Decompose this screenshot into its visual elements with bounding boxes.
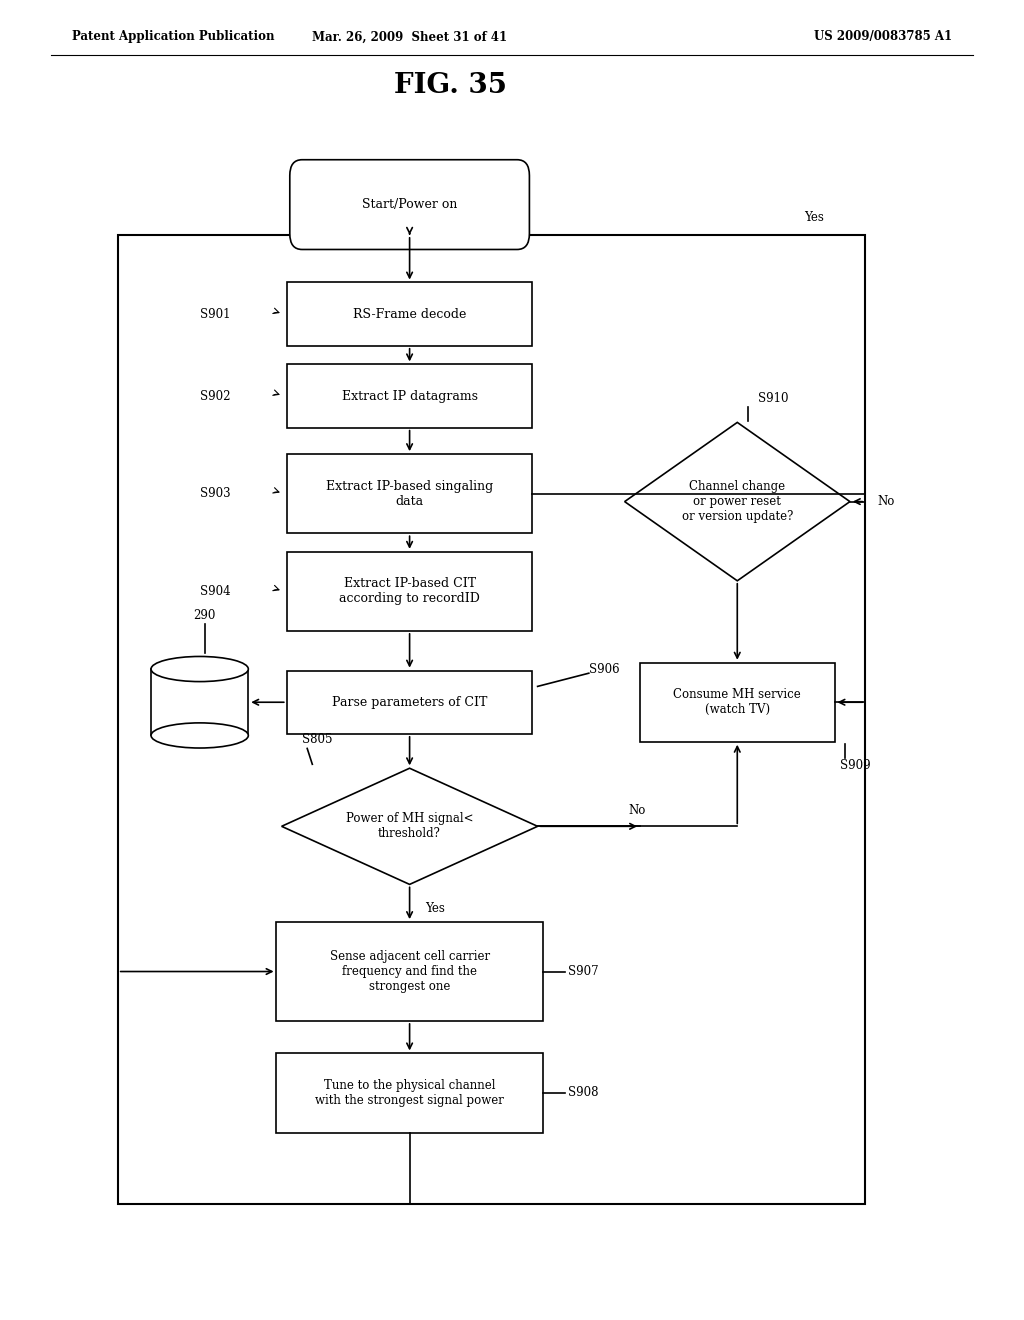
Polygon shape [152, 669, 248, 735]
FancyBboxPatch shape [287, 671, 532, 734]
Text: Extract IP datagrams: Extract IP datagrams [342, 389, 477, 403]
Text: S907: S907 [568, 965, 599, 978]
Ellipse shape [152, 723, 248, 748]
Text: S901: S901 [200, 308, 230, 321]
Polygon shape [625, 422, 850, 581]
FancyBboxPatch shape [287, 364, 532, 428]
Text: 290: 290 [194, 609, 216, 622]
Text: Consume MH service
(watch TV): Consume MH service (watch TV) [674, 688, 801, 717]
Text: Power of MH signal<
threshold?: Power of MH signal< threshold? [346, 812, 473, 841]
Text: Tune to the physical channel
with the strongest signal power: Tune to the physical channel with the st… [315, 1078, 504, 1107]
Text: US 2009/0083785 A1: US 2009/0083785 A1 [814, 30, 952, 44]
Text: Channel change
or power reset
or version update?: Channel change or power reset or version… [682, 480, 793, 523]
Text: S908: S908 [568, 1086, 599, 1100]
FancyBboxPatch shape [287, 282, 532, 346]
FancyBboxPatch shape [276, 1053, 543, 1133]
FancyBboxPatch shape [287, 552, 532, 631]
Text: Yes: Yes [425, 902, 444, 915]
Text: Yes: Yes [804, 211, 824, 224]
Text: Patent Application Publication: Patent Application Publication [72, 30, 274, 44]
Text: Mar. 26, 2009  Sheet 31 of 41: Mar. 26, 2009 Sheet 31 of 41 [312, 30, 507, 44]
Text: S903: S903 [200, 487, 230, 500]
Text: Sense adjacent cell carrier
frequency and find the
strongest one: Sense adjacent cell carrier frequency an… [330, 950, 489, 993]
Text: No: No [878, 495, 895, 508]
FancyBboxPatch shape [290, 160, 529, 249]
FancyBboxPatch shape [287, 454, 532, 533]
Text: Extract IP-based CIT
according to recordID: Extract IP-based CIT according to record… [339, 577, 480, 606]
Polygon shape [282, 768, 538, 884]
Text: Parse parameters of CIT: Parse parameters of CIT [332, 696, 487, 709]
Text: S910: S910 [758, 392, 788, 405]
FancyBboxPatch shape [640, 663, 835, 742]
Text: S906: S906 [589, 663, 620, 676]
Text: S909: S909 [840, 759, 870, 772]
Text: No: No [629, 804, 646, 817]
Text: S805: S805 [302, 733, 333, 746]
Text: FIG. 35: FIG. 35 [394, 73, 507, 99]
Text: Extract IP-based singaling
data: Extract IP-based singaling data [326, 479, 494, 508]
Text: RS-Frame decode: RS-Frame decode [353, 308, 466, 321]
Text: S904: S904 [200, 585, 230, 598]
Text: Start/Power on: Start/Power on [361, 198, 458, 211]
Text: S902: S902 [200, 389, 230, 403]
Ellipse shape [152, 656, 248, 681]
FancyBboxPatch shape [276, 921, 543, 1022]
